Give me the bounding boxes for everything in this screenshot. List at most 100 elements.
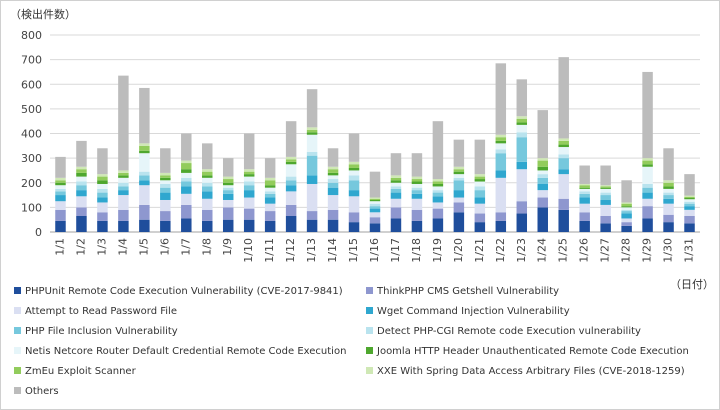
bar-segment [558, 144, 569, 148]
bar-segment [76, 166, 87, 170]
y-tick-label: 600 [21, 78, 42, 91]
bar-segment [55, 191, 66, 196]
bar-segment [558, 138, 569, 141]
bar-segment [76, 185, 87, 191]
bar-segment [118, 186, 129, 191]
x-tick-label: 1/31 [683, 238, 696, 263]
bar-segment [264, 177, 276, 181]
bar-segment [600, 199, 611, 205]
bar-segment [516, 161, 528, 170]
bar-segment [222, 185, 234, 188]
bar-segment [55, 185, 66, 189]
bar-segment [390, 175, 402, 178]
legend: PHPUnit Remote Code Execution Vulnerabil… [14, 286, 714, 404]
x-tick-label: 1/8 [200, 238, 213, 256]
bar-segment [76, 140, 87, 167]
bar-segment [55, 182, 66, 186]
bar-segment [600, 192, 611, 196]
bar-segment [600, 223, 611, 232]
bar-segment [495, 63, 507, 135]
bar-segment [495, 170, 507, 178]
bar-segment [181, 172, 192, 178]
bar-segment [327, 179, 339, 183]
x-tick-label: 1/25 [557, 238, 570, 263]
bar-segment [369, 203, 381, 207]
bar-segment [222, 182, 234, 186]
bar-segment [621, 180, 632, 203]
bar-segment [432, 218, 444, 232]
bar-segment [600, 186, 611, 188]
bar-segment [411, 179, 423, 182]
bar-segment [600, 185, 611, 187]
bar-segment [663, 214, 674, 223]
bar-segment [118, 195, 129, 210]
bar-segment [579, 220, 590, 232]
bar-segment [55, 201, 66, 210]
bar-segment [55, 209, 66, 221]
x-axis-label: （日付） [670, 278, 714, 291]
x-tick-label: 1/9 [221, 238, 234, 256]
bar-segment [348, 180, 360, 191]
bar-segment [600, 165, 611, 186]
y-tick-label: 100 [21, 201, 42, 214]
bar-segment [663, 148, 674, 181]
bar-segment [327, 175, 339, 180]
bar-segment [139, 150, 150, 154]
bar-segment [181, 218, 192, 232]
bar-segment [55, 195, 66, 202]
bar-segment [118, 209, 129, 221]
bar-segment [306, 211, 318, 220]
bar-segment [139, 171, 150, 176]
bar-segment [579, 185, 590, 188]
bar-segment [97, 176, 108, 181]
bar-segment [181, 204, 192, 219]
y-axis-label: （検出件数） [10, 8, 76, 21]
bar-segment [264, 197, 276, 204]
bar-segment [181, 193, 192, 205]
bar-segment [390, 207, 402, 219]
bar-segment [621, 207, 632, 210]
bar-segment [243, 176, 255, 182]
bar-segment [684, 201, 695, 204]
bar-segment [139, 143, 150, 146]
bar-segment [202, 191, 213, 199]
bar-segment [181, 163, 192, 170]
bar-segment [306, 89, 318, 128]
x-tick-label: 1/14 [326, 238, 339, 263]
bar-segment [642, 71, 653, 159]
legend-label: ZmEu Exploit Scanner [25, 366, 136, 377]
bar-segment [243, 219, 255, 232]
bar-segment [118, 175, 129, 178]
bar-segment [327, 169, 339, 173]
bar-segment [663, 186, 674, 189]
bar-segment [390, 177, 402, 181]
x-tick-label: 1/24 [536, 238, 549, 263]
bar-segment [285, 176, 297, 181]
bar-segment [453, 177, 465, 181]
bar-segment [390, 186, 402, 189]
bar-segment [537, 174, 548, 178]
x-tick-label: 1/15 [347, 238, 360, 263]
bar-segment [285, 164, 297, 177]
bar-segment [474, 186, 486, 191]
bar-segment [474, 139, 486, 175]
bar-segment [432, 121, 444, 180]
bar-segment [516, 132, 528, 138]
bar-segment [97, 220, 108, 232]
bar-segment [411, 187, 423, 191]
bar-segment [76, 207, 87, 216]
bar-segment [621, 225, 632, 232]
bar-segment [600, 215, 611, 224]
bar-segment [327, 172, 339, 176]
bar-segment [453, 202, 465, 213]
bar-segment [348, 164, 360, 168]
x-tick-label: 1/11 [263, 238, 276, 263]
bar-segment [222, 199, 234, 208]
bar-segment [558, 174, 569, 199]
bar-segment [369, 201, 381, 204]
bar-segment [621, 206, 632, 208]
legend-swatch [366, 287, 373, 294]
bar-segment [495, 140, 507, 144]
bar-segment [558, 209, 569, 232]
bar-segment [160, 148, 171, 173]
